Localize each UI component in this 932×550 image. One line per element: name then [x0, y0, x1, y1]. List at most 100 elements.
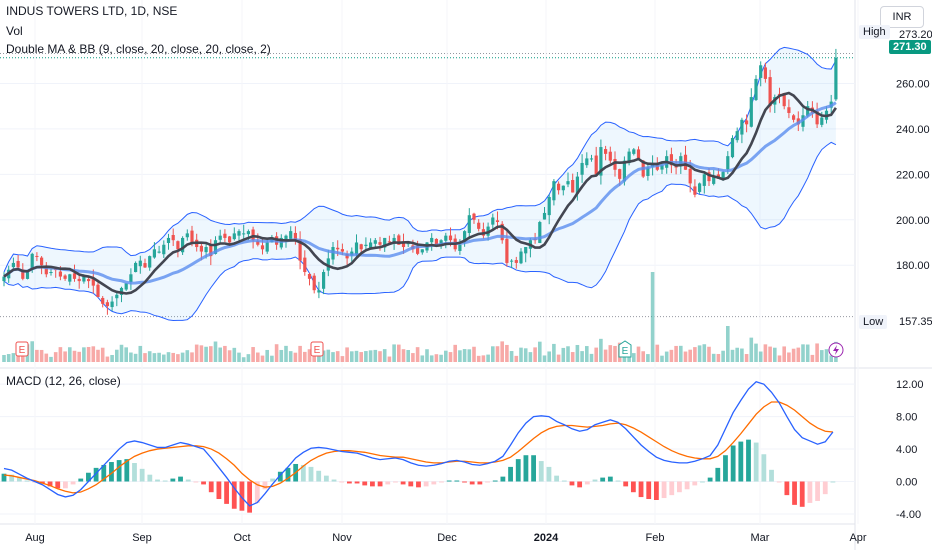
candle	[594, 146, 598, 175]
candle	[138, 255, 142, 274]
macd-histogram-bar	[776, 481, 782, 483]
macd-histogram-bar	[132, 463, 137, 482]
volume-bar	[505, 344, 509, 362]
candle-body	[566, 181, 570, 185]
volume-bar	[768, 346, 772, 362]
volume-bar	[138, 345, 143, 362]
candle-body	[213, 240, 218, 254]
candle	[589, 154, 594, 162]
volume-bar	[716, 353, 721, 362]
volume-bar	[486, 354, 490, 362]
macd-histogram-bar	[323, 475, 329, 482]
candle-body	[129, 274, 133, 283]
time-tick-label: Mar	[751, 532, 770, 544]
macd-histogram-bar	[254, 481, 260, 503]
macd-histogram-bar	[723, 455, 728, 482]
candle-body	[185, 233, 189, 238]
macd-histogram-bar	[316, 470, 322, 482]
volume-bar	[533, 347, 537, 362]
macd-histogram-bar	[47, 481, 53, 487]
macd-histogram-bar	[692, 481, 698, 486]
macd-histogram-bar	[147, 474, 153, 482]
volume-bar	[171, 352, 175, 362]
time-tick-label: 2024	[534, 532, 559, 544]
volume-bar	[180, 352, 185, 362]
macd-histogram-bar	[677, 481, 682, 493]
candle-body	[806, 106, 810, 116]
candle	[787, 99, 791, 119]
candle-body	[712, 176, 716, 184]
macd-histogram-bar	[63, 481, 68, 489]
volume-bar	[39, 349, 44, 362]
candle-body	[782, 93, 786, 107]
volume-bar	[35, 349, 39, 362]
candle-body	[134, 262, 138, 273]
candle-body	[336, 247, 340, 250]
candle-body	[110, 301, 114, 308]
macd-histogram-bar	[400, 481, 406, 485]
candle	[500, 221, 504, 244]
volume-bar	[556, 354, 561, 362]
candle	[575, 172, 579, 201]
macd-histogram-bar	[592, 479, 598, 482]
macd-histogram-bar	[101, 464, 107, 482]
volume-bar	[820, 350, 824, 362]
macd-histogram-bar	[116, 460, 122, 482]
macd-tick-label: 4.00	[896, 444, 917, 456]
volume-bar	[754, 343, 758, 362]
volume-bar	[354, 350, 359, 362]
candle	[552, 179, 556, 206]
candle	[359, 243, 363, 253]
candle	[185, 229, 189, 241]
volume-bar	[63, 351, 67, 362]
volume-bar	[787, 352, 791, 362]
volume-bar	[796, 347, 801, 362]
macd-histogram-bar	[70, 481, 76, 485]
candle-body	[604, 149, 608, 154]
candle-body	[815, 111, 819, 125]
candle-body	[698, 183, 702, 192]
volume-bar	[270, 355, 274, 362]
candle-body	[434, 238, 438, 245]
signal-line	[3, 401, 833, 494]
macd-tick-label: 12.00	[896, 379, 924, 391]
volume-bar	[345, 347, 349, 362]
candle-body	[237, 231, 241, 236]
candle-body	[21, 269, 25, 279]
volume-bar	[176, 354, 180, 362]
volume-bar	[467, 349, 472, 362]
volume-bar	[274, 344, 279, 362]
low-label: Low	[859, 315, 888, 329]
macd-histogram-bar	[224, 481, 229, 504]
volume-bar	[429, 355, 434, 362]
candle-body	[289, 231, 293, 239]
candle-body	[242, 233, 246, 235]
volume-bar	[782, 346, 786, 362]
candle	[524, 246, 528, 263]
candle-body	[669, 154, 673, 166]
candle-body	[49, 272, 53, 274]
macd-histogram-bar	[431, 481, 437, 485]
time-tick-label: Sep	[132, 532, 152, 544]
candle	[759, 61, 763, 87]
volume-bar	[740, 348, 744, 362]
volume-bar	[458, 350, 462, 362]
volume-bar	[608, 345, 613, 362]
candle-body	[152, 249, 156, 258]
volume-bar	[599, 338, 603, 362]
volume-bar	[528, 352, 533, 362]
candle	[707, 167, 711, 187]
candle-body	[688, 168, 692, 184]
candle-body	[585, 158, 589, 166]
candle-body	[2, 276, 6, 282]
volume-bar	[105, 356, 110, 362]
candle-body	[373, 240, 377, 244]
volume-bar	[791, 348, 796, 362]
candle-body	[246, 231, 250, 235]
last-price: 271.30	[889, 40, 931, 54]
macd-histogram-bar	[684, 481, 690, 490]
candle-body	[364, 244, 368, 247]
currency-button[interactable]: INR	[880, 6, 924, 28]
